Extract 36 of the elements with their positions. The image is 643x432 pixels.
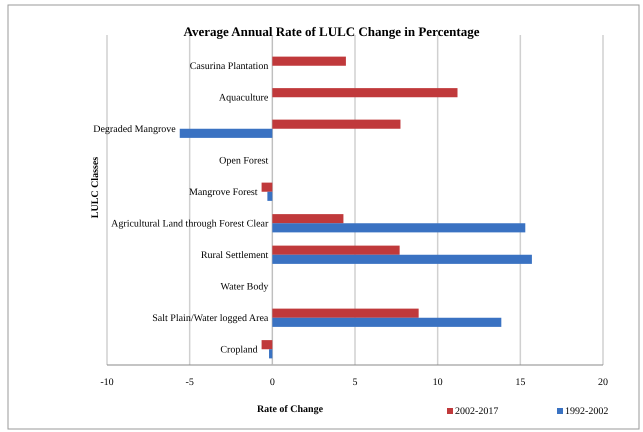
y-tick-label: Agricultural Land through Forest Clear — [111, 218, 269, 230]
bar — [269, 349, 272, 358]
x-tick-label: 5 — [352, 377, 358, 388]
bar — [262, 340, 272, 350]
y-axis-title: LULC Classes — [90, 156, 101, 218]
legend-label: 2002-2017 — [455, 406, 498, 417]
bar — [267, 192, 272, 201]
bar — [262, 182, 272, 192]
y-tick-label: Water Body — [220, 281, 268, 292]
bar — [272, 56, 346, 66]
x-tick-label: 15 — [515, 377, 526, 388]
x-axis-title: Rate of Change — [256, 404, 324, 415]
chart-title: Average Annual Rate of LULC Change in Percentage — [184, 24, 480, 39]
y-tick-label: Degraded Mangrove — [93, 124, 176, 135]
bar — [272, 223, 526, 232]
x-tick-label: -10 — [100, 377, 114, 388]
y-tick-label: Casurina Plantation — [190, 60, 268, 72]
y-tick-label: Rural Settlement — [200, 250, 269, 261]
bar — [272, 88, 458, 98]
x-tick-label: 0 — [270, 377, 275, 388]
bar — [180, 128, 272, 138]
bar — [272, 318, 502, 327]
y-tick-label: Salt Plain/Water logged Area — [152, 312, 269, 324]
y-tick-label: Aquaculture — [218, 92, 269, 104]
bar — [272, 246, 400, 255]
x-tick-label: 20 — [598, 377, 608, 388]
x-tick-label: -5 — [185, 377, 194, 388]
x-tick-label: 10 — [432, 377, 443, 388]
bar — [272, 120, 400, 129]
bar — [272, 214, 344, 224]
bar — [272, 254, 532, 264]
y-tick-label: Mangrove Forest — [188, 186, 258, 198]
bar — [272, 308, 419, 318]
y-tick-label: Open Forest — [219, 155, 269, 166]
y-tick-label: Cropland — [220, 344, 258, 356]
legend-label: 1992-2002 — [565, 406, 608, 417]
